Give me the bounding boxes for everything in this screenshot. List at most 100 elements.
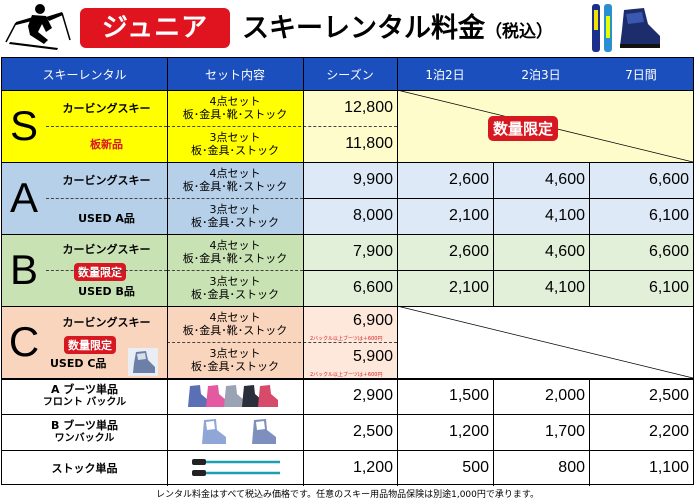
grade-b-set3-7days: 6,100 [648,279,689,296]
set3-label: 3点セット [209,275,261,288]
col-header-season: シーズン [326,67,374,82]
boots-photo-icon [188,385,278,407]
single-poles-1night: 500 [462,459,489,476]
page-title: スキーレンタル料金（税込） [242,10,553,51]
set4-detail: 板･金具･靴･ストック [182,324,288,337]
grade-a-set4-7days: 6,600 [648,171,689,188]
poles-photo-icon [192,459,280,476]
title-text: スキーレンタル料金 [242,13,485,44]
boot-photo-icon [128,348,158,376]
table-header-row: スキーレンタル セット内容 シーズン 1泊2日 2泊3日 7日間 [2,58,693,90]
grade-s-set3: 3点セット 板･金具･ストック [167,126,303,162]
grade-b-set3: 3点セット 板･金具･ストック [167,270,303,306]
grade-c-name: カービングスキー [62,316,151,329]
grade-s-new-tag: 板新品 [90,138,123,151]
set4-label: 4点セット [209,311,261,324]
single-item-title: A ブーツ単品 [50,383,119,396]
grade-s-limited-badge: 数量限定 [488,116,559,141]
set4-label: 4点セット [209,167,261,180]
grade-a-set3: 3点セット 板･金具･ストック [167,198,303,234]
grade-a-used-label: USED A品 [78,212,135,225]
footer-note: レンタル料金はすべて税込み価格です。任意のスキー用品物品保険は別途1,000円で… [156,490,539,500]
grade-letter-b: B [9,246,38,293]
rental-price-table: スキーレンタル セット内容 シーズン 1泊2日 2泊3日 7日間 S カービング… [1,57,694,486]
grade-b-set3-1night: 2,100 [448,279,489,296]
single-a-boots-1night: 1,500 [448,387,489,404]
set4-detail: 板･金具･靴･ストック [182,180,288,193]
grade-c-season4-price: 6,900 [352,312,393,329]
grade-c-used-label: USED C品 [50,357,107,370]
grade-c-season3-price: 5,900 [352,348,393,365]
grade-s-season3-price: 11,800 [345,135,393,152]
col-header-set: セット内容 [204,67,265,82]
set3-label: 3点セット [209,203,261,216]
grade-a-set3-2nights: 4,100 [544,207,585,224]
ski-boot-icon [620,8,660,48]
grade-b-set4-1night: 2,600 [448,243,489,260]
grade-b-set4: 4点セット 板･金具･靴･ストック [167,234,303,270]
set3-detail: 板･金具･ストック [191,216,279,229]
grade-a-set4-2nights: 4,600 [544,171,585,188]
single-poles-2nights: 800 [558,459,585,476]
grade-letter-a: A [9,174,38,221]
single-item-title: B ブーツ単品 [51,419,118,432]
grade-a-name: カービングスキー [62,174,151,187]
grade-s-season4-price: 12,800 [344,99,393,116]
grade-letter-s: S [9,102,38,149]
junior-badge: ジュニア [80,8,230,48]
set4-label: 4点セット [209,95,261,108]
grade-a-set4: 4点セット 板･金具･靴･ストック [167,162,303,198]
single-item-sub: フロント バックル [42,397,127,408]
col-header-rental: スキーレンタル [42,67,127,82]
set3-detail: 板･金具･ストック [191,360,279,373]
boots-photo-icon [202,419,276,444]
set4-detail: 板･金具･靴･ストック [182,108,288,121]
set4-detail: 板･金具･靴･ストック [182,252,288,265]
single-poles-name: ストック単品 [2,450,167,486]
grade-c-set3: 3点セット 板･金具･ストック [167,342,303,378]
grade-c-boot-note4: 2バックル以上ブーツは＋600円 [310,336,383,342]
grade-b-set3-2nights: 4,100 [544,279,585,296]
grade-a-set3-7days: 6,100 [648,207,689,224]
grade-c-na-diagonal [397,306,693,378]
single-a-boots-season: 2,900 [352,387,393,404]
grade-s-set4: 4点セット 板･金具･靴･ストック [167,90,303,126]
set3-label: 3点セット [209,347,261,360]
grade-a-set4-season: 9,900 [352,171,393,188]
page-header: ジュニア スキーレンタル料金（税込） [0,0,695,56]
single-poles-season: 1,200 [352,459,393,476]
single-b-boots-season: 2,500 [352,423,393,440]
col-header-7days: 7日間 [625,67,657,82]
single-b-boots-7days: 2,200 [648,423,689,440]
grade-a-set3-season: 8,000 [352,207,393,224]
single-item-sub: ワンバックル [54,433,115,444]
grade-b-name: カービングスキー [62,243,151,256]
grade-b-used-label: USED B品 [78,285,135,298]
grade-c-limited-badge: 数量限定 [64,336,116,354]
single-b-boots-name: B ブーツ単品 ワンバックル [2,414,167,450]
single-poles-7days: 1,100 [648,459,689,476]
grade-b-set4-season: 7,900 [352,243,393,260]
single-a-boots-2nights: 2,000 [544,387,585,404]
skier-icon [5,4,71,50]
col-header-1night: 1泊2日 [425,67,465,82]
single-b-boots-2nights: 1,700 [544,423,585,440]
grade-c-boot-note3: 2バックル以上ブーツは＋600円 [310,372,383,378]
single-a-boots-name: A ブーツ単品 フロント バックル [2,378,167,414]
grade-c-set4: 4点セット 板･金具･靴･ストック [167,306,303,342]
set3-detail: 板･金具･ストック [191,144,279,157]
tax-note: （税込） [485,22,553,42]
grade-b-set3-season: 6,600 [352,279,393,296]
grade-b-set4-7days: 6,600 [648,243,689,260]
set4-label: 4点セット [209,239,261,252]
grade-a-set4-1night: 2,600 [448,171,489,188]
skis-icon [592,4,612,52]
single-a-boots-7days: 2,500 [648,387,689,404]
set3-label: 3点セット [209,131,261,144]
single-item-title: ストック単品 [51,461,118,475]
grade-s-name: カービングスキー [62,102,151,115]
grade-letter-c: C [8,318,40,365]
col-header-2nights: 2泊3日 [521,67,561,82]
grade-a-set3-1night: 2,100 [448,207,489,224]
grade-b-set4-2nights: 4,600 [544,243,585,260]
